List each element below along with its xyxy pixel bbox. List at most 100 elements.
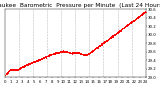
Point bbox=[59, 51, 61, 52]
Point bbox=[54, 52, 56, 54]
Point bbox=[123, 27, 125, 28]
Point bbox=[86, 53, 88, 55]
Point bbox=[83, 54, 86, 55]
Point bbox=[77, 52, 80, 54]
Point bbox=[136, 18, 138, 19]
Point bbox=[128, 23, 131, 25]
Point bbox=[39, 58, 41, 59]
Point bbox=[114, 34, 116, 35]
Point bbox=[134, 19, 136, 20]
Point bbox=[30, 62, 32, 63]
Point bbox=[37, 59, 40, 60]
Point bbox=[78, 53, 81, 54]
Point bbox=[113, 34, 116, 35]
Point bbox=[81, 53, 84, 55]
Point bbox=[19, 66, 22, 67]
Point bbox=[84, 54, 87, 56]
Point bbox=[91, 50, 94, 51]
Point bbox=[120, 29, 123, 30]
Point bbox=[138, 15, 141, 17]
Point bbox=[38, 58, 40, 60]
Point bbox=[111, 35, 113, 36]
Point bbox=[73, 52, 75, 54]
Point bbox=[116, 31, 119, 33]
Point bbox=[89, 51, 92, 53]
Point bbox=[7, 72, 9, 73]
Point bbox=[112, 35, 114, 36]
Point bbox=[95, 48, 97, 49]
Point bbox=[129, 22, 132, 23]
Point bbox=[52, 53, 55, 54]
Point bbox=[73, 52, 76, 53]
Point bbox=[141, 14, 143, 15]
Point bbox=[140, 14, 143, 15]
Point bbox=[54, 53, 56, 54]
Point bbox=[66, 51, 69, 52]
Point bbox=[140, 14, 143, 15]
Point bbox=[91, 50, 93, 51]
Point bbox=[62, 50, 65, 52]
Point bbox=[54, 52, 57, 54]
Point bbox=[105, 39, 108, 41]
Point bbox=[45, 56, 47, 58]
Point bbox=[118, 30, 121, 32]
Point bbox=[66, 51, 69, 52]
Point bbox=[85, 54, 88, 55]
Point bbox=[116, 31, 119, 33]
Point bbox=[25, 64, 28, 66]
Point bbox=[111, 36, 114, 37]
Point bbox=[100, 43, 102, 45]
Point bbox=[97, 46, 100, 47]
Point bbox=[93, 48, 96, 50]
Point bbox=[58, 51, 60, 53]
Point bbox=[94, 48, 97, 49]
Point bbox=[85, 54, 88, 55]
Point bbox=[144, 11, 147, 13]
Point bbox=[73, 52, 76, 54]
Point bbox=[100, 43, 103, 45]
Point bbox=[96, 46, 98, 48]
Point bbox=[128, 23, 131, 24]
Point bbox=[73, 52, 76, 54]
Point bbox=[133, 20, 136, 21]
Point bbox=[63, 50, 65, 51]
Point bbox=[72, 52, 75, 54]
Point bbox=[135, 17, 137, 19]
Point bbox=[66, 51, 69, 53]
Point bbox=[35, 60, 37, 62]
Point bbox=[17, 69, 19, 70]
Point bbox=[140, 15, 142, 16]
Point bbox=[94, 48, 97, 49]
Point bbox=[36, 59, 39, 61]
Point bbox=[138, 15, 141, 17]
Point bbox=[36, 59, 38, 61]
Point bbox=[64, 50, 66, 52]
Point bbox=[72, 52, 75, 53]
Point bbox=[64, 51, 67, 53]
Point bbox=[142, 12, 145, 13]
Point bbox=[133, 19, 135, 20]
Point bbox=[80, 53, 83, 55]
Point bbox=[32, 62, 34, 63]
Point bbox=[82, 54, 84, 55]
Point bbox=[75, 52, 77, 54]
Point bbox=[107, 39, 110, 40]
Point bbox=[124, 25, 127, 27]
Point bbox=[66, 52, 68, 53]
Point bbox=[105, 40, 108, 41]
Point bbox=[70, 52, 72, 53]
Point bbox=[122, 27, 124, 29]
Point bbox=[43, 57, 46, 58]
Point bbox=[114, 33, 117, 34]
Point bbox=[28, 63, 30, 64]
Point bbox=[88, 53, 91, 54]
Point bbox=[86, 53, 88, 54]
Point bbox=[112, 34, 115, 36]
Point bbox=[108, 37, 110, 39]
Point bbox=[41, 57, 44, 59]
Point bbox=[40, 58, 43, 59]
Point bbox=[84, 54, 86, 56]
Point bbox=[50, 53, 53, 55]
Point bbox=[134, 19, 136, 21]
Point bbox=[125, 26, 127, 27]
